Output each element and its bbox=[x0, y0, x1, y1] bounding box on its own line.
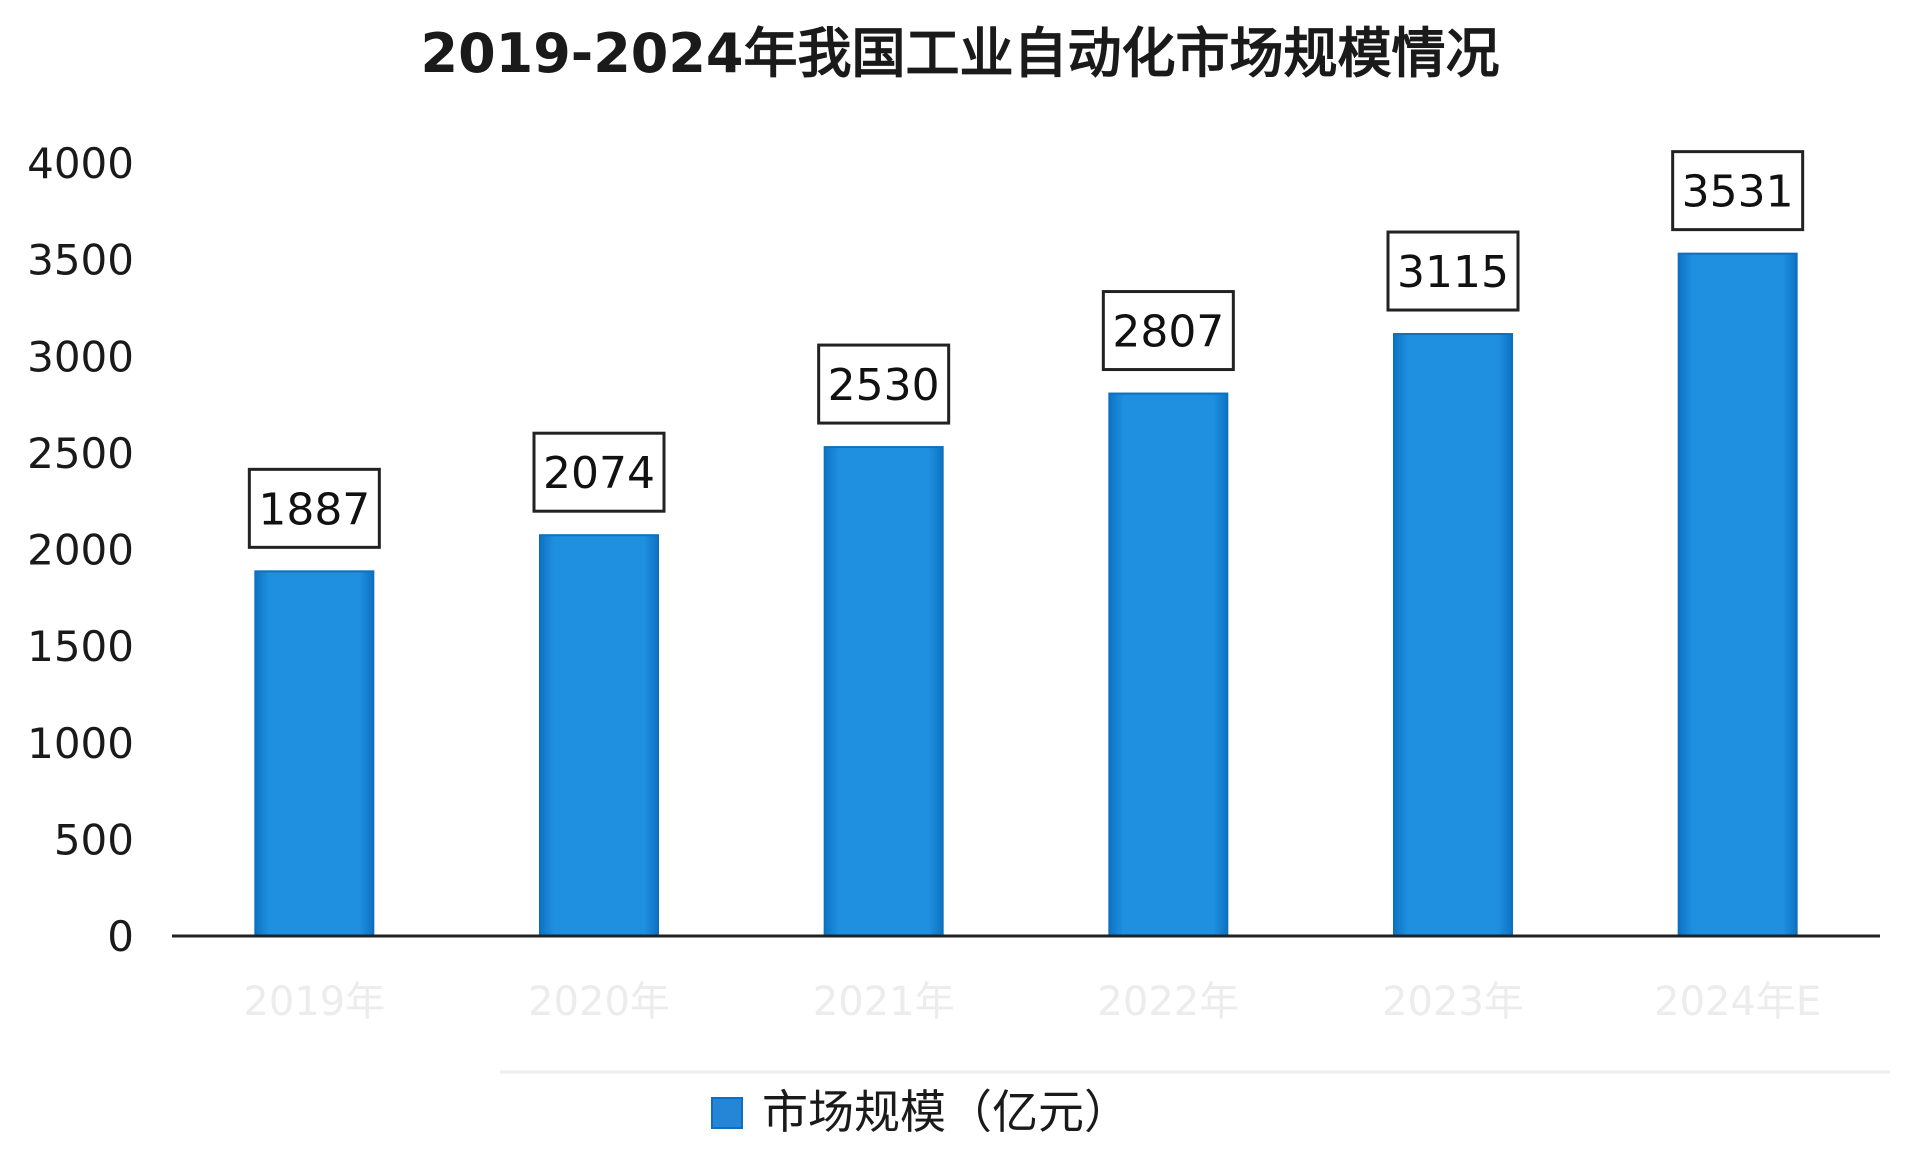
y-tick-label: 2000 bbox=[27, 526, 134, 575]
x-tick-label: 2020年 bbox=[528, 979, 670, 1025]
bar bbox=[1677, 252, 1798, 937]
y-tick-label: 2500 bbox=[27, 429, 134, 478]
y-tick-label: 3500 bbox=[27, 236, 134, 285]
x-tick-label: 2019年 bbox=[243, 979, 385, 1025]
data-label: 2074 bbox=[543, 448, 655, 499]
bar bbox=[254, 570, 375, 938]
data-label: 2807 bbox=[1112, 307, 1224, 358]
bar bbox=[1393, 333, 1513, 937]
data-label: 2530 bbox=[828, 360, 940, 411]
y-tick-label: 0 bbox=[107, 912, 134, 961]
data-label: 3115 bbox=[1397, 247, 1509, 298]
data-label-box bbox=[1101, 290, 1235, 372]
y-axis-ticks: 0 500 1000 1500 2000 2500 3000 3500 4000 bbox=[27, 139, 134, 961]
legend: 市场规模（亿元） bbox=[711, 1085, 1130, 1139]
x-tick-label: 2021年 bbox=[813, 979, 955, 1025]
bar bbox=[1108, 392, 1229, 937]
data-labels: 1887 2074 2530 2807 3115 3531 bbox=[247, 150, 1805, 549]
y-tick-label: 3000 bbox=[27, 332, 134, 381]
y-tick-label: 4000 bbox=[27, 139, 134, 188]
x-tick-label: 2023年 bbox=[1382, 979, 1524, 1025]
bar bbox=[539, 534, 659, 938]
legend-label: 市场规模（亿元） bbox=[762, 1085, 1130, 1139]
data-label-box bbox=[247, 467, 381, 549]
chart-title: 2019-2024年我国工业自动化市场规模情况 bbox=[421, 22, 1500, 85]
bars bbox=[254, 252, 1798, 938]
y-tick-label: 500 bbox=[54, 815, 134, 864]
x-tick-label: 2024年E bbox=[1654, 979, 1821, 1025]
x-tick-label: 2022年 bbox=[1097, 979, 1239, 1025]
y-tick-label: 1000 bbox=[27, 719, 134, 768]
data-label-box bbox=[1386, 230, 1520, 312]
data-label: 3531 bbox=[1682, 167, 1794, 218]
data-label-box bbox=[817, 343, 951, 425]
legend-marker bbox=[711, 1097, 743, 1129]
data-label-box bbox=[1671, 150, 1805, 232]
bar bbox=[823, 446, 944, 937]
y-tick-label: 1500 bbox=[27, 622, 134, 671]
data-label: 1887 bbox=[258, 484, 370, 535]
data-label-box bbox=[532, 431, 666, 513]
x-axis-ticks: 2019年 2020年 2021年 2022年 2023年 2024年E bbox=[243, 979, 1821, 1025]
